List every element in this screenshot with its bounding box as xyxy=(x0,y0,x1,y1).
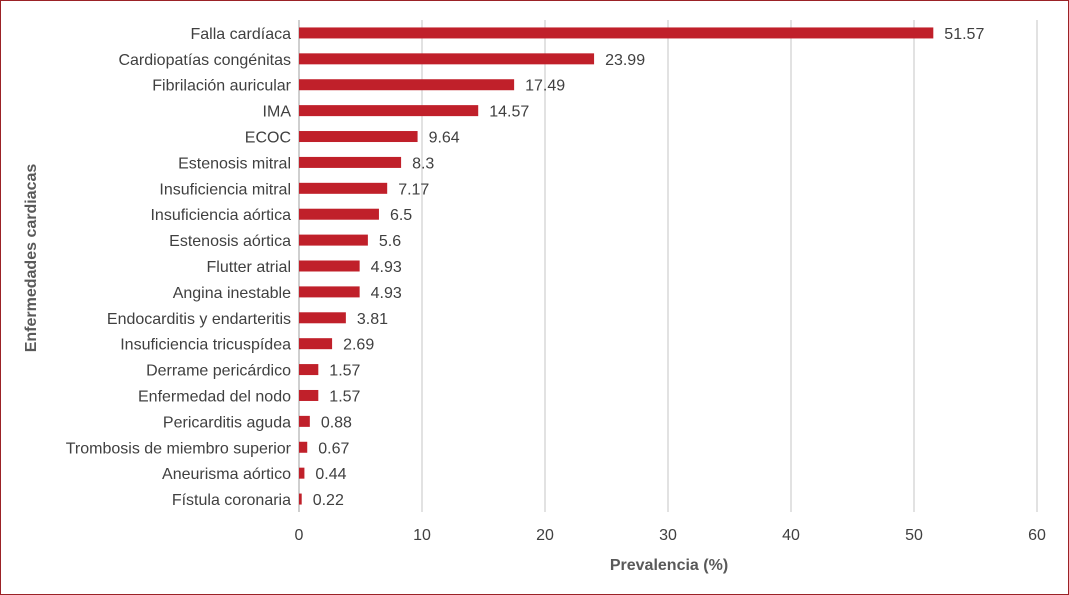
category-label: IMA xyxy=(263,104,292,121)
category-label: Insuficiencia aórtica xyxy=(150,207,291,224)
bar xyxy=(299,131,418,143)
bar xyxy=(299,234,368,246)
bar xyxy=(299,389,319,401)
category-label: Aneurisma aórtico xyxy=(162,466,291,483)
bar xyxy=(299,312,346,324)
x-tick-label: 20 xyxy=(536,527,554,544)
category-label: Endocarditis y endarteritis xyxy=(107,311,291,328)
data-label: 4.93 xyxy=(371,259,402,276)
value-labels: 51.57 23.99 17.49 14.57 9.64 8.3 7.17 6.5 5.6 4.9… xyxy=(313,26,985,509)
category-label: Cardiopatías congénitas xyxy=(118,52,291,69)
data-label: 6.5 xyxy=(390,207,412,224)
category-label: Insuficiencia tricuspídea xyxy=(120,337,291,354)
data-label: 23.99 xyxy=(605,52,645,69)
data-label: 0.88 xyxy=(321,414,352,431)
data-label: 1.57 xyxy=(329,388,360,405)
category-label: Estenosis mitral xyxy=(178,155,291,172)
category-label: Fístula coronaria xyxy=(172,492,291,509)
bar xyxy=(299,182,388,194)
bar xyxy=(299,79,515,91)
bar xyxy=(299,208,379,220)
category-label: Pericarditis aguda xyxy=(163,414,291,431)
bar xyxy=(299,156,402,168)
category-label: Fibrilación auricular xyxy=(152,78,291,95)
category-label: Estenosis aórtica xyxy=(169,233,291,250)
category-label: Enfermedad del nodo xyxy=(138,388,291,405)
x-tick-label: 50 xyxy=(905,527,923,544)
x-tick-label: 40 xyxy=(782,527,800,544)
category-label: ECOC xyxy=(245,130,291,147)
bar xyxy=(299,105,479,117)
data-label: 51.57 xyxy=(944,26,984,43)
bar xyxy=(299,441,308,453)
y-axis-title: Enfermedades cardiacas xyxy=(23,164,40,353)
category-labels: Falla cardíaca Cardiopatías congénitas Fib… xyxy=(66,26,292,509)
bar xyxy=(299,53,595,65)
data-label: 0.44 xyxy=(315,466,346,483)
data-label: 17.49 xyxy=(525,78,565,95)
data-label: 7.17 xyxy=(398,181,429,198)
data-label: 4.93 xyxy=(371,285,402,302)
data-label: 5.6 xyxy=(379,233,401,250)
category-label: Angina inestable xyxy=(173,285,291,302)
bar xyxy=(299,493,302,505)
bars xyxy=(299,27,934,505)
x-tick-label: 0 xyxy=(295,527,304,544)
category-label: Insuficiencia mitral xyxy=(159,181,291,198)
bar xyxy=(299,467,305,479)
data-label: 9.64 xyxy=(429,130,460,147)
x-axis-title: Prevalencia (%) xyxy=(610,557,728,574)
bar xyxy=(299,415,310,427)
bar xyxy=(299,260,360,272)
data-label: 1.57 xyxy=(329,363,360,380)
data-label: 0.22 xyxy=(313,492,344,509)
x-tick-labels: 0 10 20 30 40 50 60 xyxy=(295,527,1046,544)
data-label: 3.81 xyxy=(357,311,388,328)
data-label: 8.3 xyxy=(412,155,434,172)
x-tick-label: 10 xyxy=(413,527,431,544)
bar xyxy=(299,27,934,39)
category-label: Trombosis de miembro superior xyxy=(66,440,292,457)
bar xyxy=(299,338,333,350)
category-label: Falla cardíaca xyxy=(191,26,292,43)
category-label: Derrame pericárdico xyxy=(146,363,291,380)
bar xyxy=(299,364,319,376)
x-tick-label: 60 xyxy=(1028,527,1046,544)
data-label: 2.69 xyxy=(343,337,374,354)
gridlines xyxy=(298,20,1038,512)
data-label: 0.67 xyxy=(318,440,349,457)
category-label: Flutter atrial xyxy=(207,259,291,276)
x-tick-label: 30 xyxy=(659,527,677,544)
bar xyxy=(299,286,360,298)
data-label: 14.57 xyxy=(489,104,529,121)
